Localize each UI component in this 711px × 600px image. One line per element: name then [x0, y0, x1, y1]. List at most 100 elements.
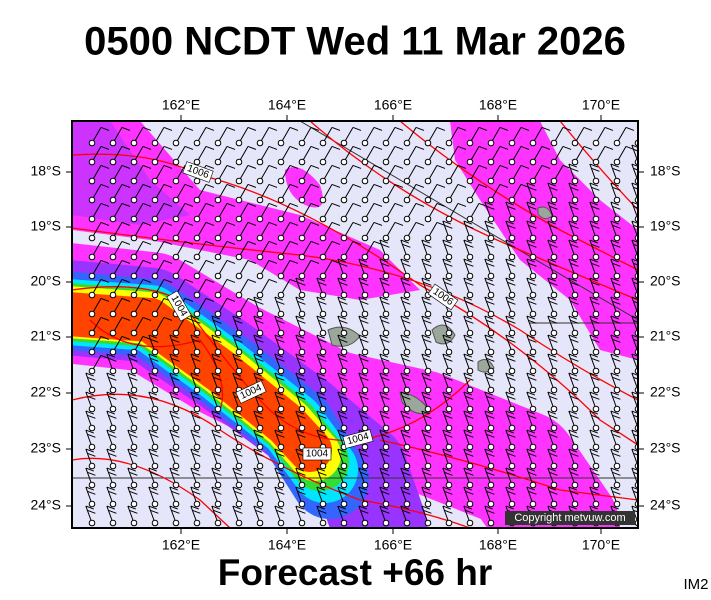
- barb-feather: [381, 395, 390, 400]
- barb-feather: [526, 391, 536, 396]
- barb-station: [382, 405, 390, 413]
- wind-barb: [466, 145, 488, 166]
- barb-feather: [589, 486, 599, 491]
- barb-feather: [570, 433, 579, 438]
- wind-barb: [505, 448, 516, 470]
- barb-feather: [234, 452, 243, 457]
- wind-barb: [358, 277, 369, 299]
- barb-station: [571, 405, 579, 413]
- barb-station: [508, 158, 516, 166]
- barb-station: [214, 215, 222, 223]
- barb-station: [361, 329, 369, 337]
- barb-feather: [570, 167, 579, 172]
- wind-barb: [484, 201, 495, 223]
- wind-barb: [151, 240, 173, 261]
- barb-feather: [310, 240, 320, 245]
- barb-feather: [205, 145, 215, 150]
- barb-feather: [423, 490, 432, 495]
- barb-feather: [190, 315, 200, 320]
- barb-feather: [589, 315, 599, 320]
- wind-barb: [358, 296, 369, 318]
- barb-station: [382, 443, 390, 451]
- barb-feather: [549, 471, 558, 476]
- wind-barb: [505, 334, 516, 356]
- wind-barb: [610, 486, 621, 508]
- wind-barb: [547, 315, 558, 337]
- barb-feather: [625, 145, 635, 150]
- barb-station: [613, 481, 621, 489]
- barb-station: [445, 310, 453, 318]
- barb-station: [571, 424, 579, 432]
- wind-barb: [235, 164, 257, 185]
- barb-feather: [192, 414, 201, 419]
- wind-barb: [463, 315, 474, 337]
- barb-feather: [274, 429, 284, 434]
- barb-feather: [400, 391, 410, 396]
- lon-label: 170°E: [582, 537, 620, 553]
- barb-station: [88, 348, 96, 356]
- barb-feather: [423, 376, 432, 381]
- barb-station: [109, 272, 117, 280]
- wind-barb: [382, 126, 404, 147]
- barb-station: [235, 405, 243, 413]
- barb-feather: [142, 240, 152, 245]
- barb-feather: [442, 372, 452, 377]
- barb-station: [214, 253, 222, 261]
- barb-feather: [423, 414, 432, 419]
- wind-barb: [361, 221, 383, 242]
- barb-feather: [121, 221, 131, 226]
- barb-feather: [127, 353, 137, 358]
- barb-feather: [568, 391, 578, 396]
- barb-feather: [253, 448, 263, 453]
- wind-barb: [127, 372, 138, 394]
- barb-feather: [570, 300, 579, 305]
- barb-feather: [295, 486, 305, 491]
- barb-station: [130, 500, 138, 508]
- barb-feather: [234, 490, 243, 495]
- barb-station: [487, 329, 495, 337]
- barb-station: [235, 329, 243, 337]
- wind-barb: [256, 221, 278, 242]
- wind-barb: [568, 486, 579, 508]
- wind-barb: [361, 145, 383, 166]
- wind-barb: [340, 164, 362, 185]
- wind-barb: [421, 505, 432, 527]
- barb-feather: [274, 296, 284, 301]
- barb-feather: [486, 281, 495, 286]
- barb-station: [382, 481, 390, 489]
- barb-feather: [381, 509, 390, 514]
- wind-barb: [253, 296, 264, 318]
- barb-feather: [520, 183, 530, 188]
- wind-barb: [484, 296, 495, 318]
- barb-station: [571, 139, 579, 147]
- lat-label: 22°S: [650, 384, 681, 400]
- barb-feather: [526, 239, 536, 244]
- barb-feather: [612, 414, 621, 419]
- barb-feather: [276, 433, 285, 438]
- barb-feather: [121, 164, 131, 169]
- barb-station: [109, 367, 117, 375]
- barb-station: [550, 139, 558, 147]
- barb-feather: [129, 490, 138, 495]
- barb-station: [214, 500, 222, 508]
- barb-station: [592, 177, 600, 185]
- barb-feather: [100, 202, 110, 207]
- wind-barb: [172, 221, 194, 242]
- barb-station: [466, 386, 474, 394]
- barb-station: [172, 329, 180, 337]
- barb-feather: [127, 372, 137, 377]
- wind-barb: [379, 448, 390, 470]
- wind-barb: [400, 258, 411, 280]
- wind-barb: [109, 316, 131, 337]
- barb-station: [172, 405, 180, 413]
- barb-station: [487, 310, 495, 318]
- barb-station: [88, 139, 96, 147]
- barb-feather: [190, 467, 200, 472]
- wind-barb: [148, 410, 159, 432]
- barb-feather: [507, 471, 516, 476]
- barb-feather: [150, 357, 159, 362]
- barb-feather: [463, 429, 473, 434]
- barb-feather: [591, 452, 600, 457]
- wind-barb: [568, 334, 579, 356]
- barb-feather: [337, 372, 347, 377]
